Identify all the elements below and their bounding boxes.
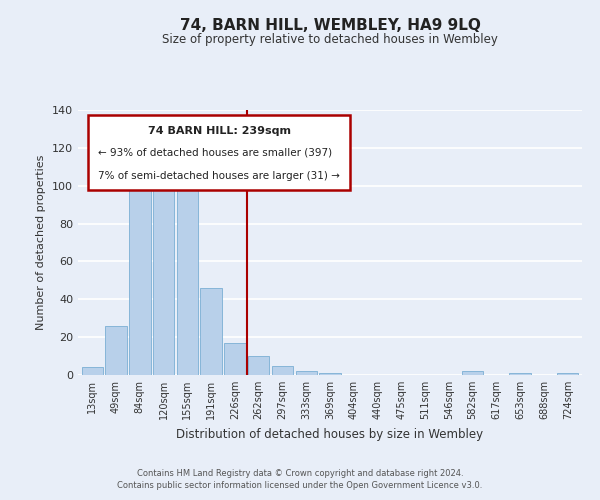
Text: 74 BARN HILL: 239sqm: 74 BARN HILL: 239sqm [148, 126, 290, 136]
X-axis label: Distribution of detached houses by size in Wembley: Distribution of detached houses by size … [176, 428, 484, 440]
Bar [248, 356, 269, 375]
FancyBboxPatch shape [88, 116, 350, 190]
Bar [272, 366, 293, 375]
Bar [82, 368, 103, 375]
Text: Contains public sector information licensed under the Open Government Licence v3: Contains public sector information licen… [118, 481, 482, 490]
Bar [319, 373, 341, 375]
Bar [296, 371, 317, 375]
Text: ← 93% of detached houses are smaller (397): ← 93% of detached houses are smaller (39… [98, 147, 332, 157]
Text: 7% of semi-detached houses are larger (31) →: 7% of semi-detached houses are larger (3… [98, 171, 340, 181]
Text: 74, BARN HILL, WEMBLEY, HA9 9LQ: 74, BARN HILL, WEMBLEY, HA9 9LQ [179, 18, 481, 32]
Bar [176, 174, 198, 375]
Bar [106, 326, 127, 375]
Bar [224, 343, 245, 375]
Y-axis label: Number of detached properties: Number of detached properties [37, 155, 46, 330]
Text: Size of property relative to detached houses in Wembley: Size of property relative to detached ho… [162, 32, 498, 46]
Text: Contains HM Land Registry data © Crown copyright and database right 2024.: Contains HM Land Registry data © Crown c… [137, 468, 463, 477]
Bar [509, 373, 531, 375]
Bar [557, 373, 578, 375]
Bar [462, 371, 484, 375]
Bar [200, 288, 222, 375]
Bar [153, 172, 174, 375]
Bar [129, 174, 151, 375]
